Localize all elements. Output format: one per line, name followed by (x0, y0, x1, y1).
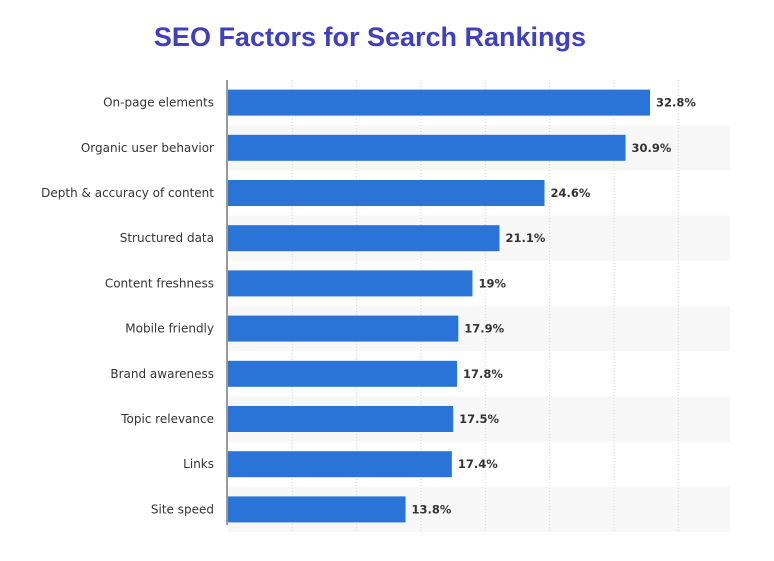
bar (228, 270, 473, 297)
category-labels: On-page elements Organic user behavior Dep… (41, 96, 214, 517)
category-label: Links (183, 457, 214, 471)
category-label: Topic relevance (120, 412, 214, 426)
category-label: Mobile friendly (125, 322, 214, 336)
bar (228, 180, 545, 206)
bar (228, 406, 454, 432)
bars (228, 89, 650, 523)
value-label: 17.5% (459, 412, 499, 426)
value-label: 13.8% (412, 502, 452, 516)
value-label: 24.6% (551, 186, 591, 200)
category-label: On-page elements (103, 96, 214, 110)
value-label: 21.1% (505, 231, 545, 245)
category-label: Organic user behavior (81, 141, 214, 155)
bar (228, 225, 500, 252)
bar (228, 360, 458, 387)
value-label: 32.8% (656, 96, 696, 110)
category-label: Site speed (151, 502, 214, 516)
value-label: 17.9% (464, 322, 504, 336)
bar (228, 496, 406, 523)
bar (228, 451, 452, 478)
chart-title: SEO Factors for Search Rankings (153, 22, 587, 52)
category-label: Content freshness (105, 276, 214, 290)
value-labels: 32.8% 30.9% 24.6% 21.1% 19% 17.9% 17.8% 17.5% 17… (412, 96, 697, 517)
value-label: 30.9% (632, 141, 672, 155)
category-label: Depth & accuracy of content (41, 186, 214, 200)
value-label: 19% (478, 276, 506, 290)
value-label: 17.4% (458, 457, 498, 471)
category-label: Structured data (120, 231, 214, 245)
category-label: Brand awareness (110, 367, 214, 381)
bar (228, 315, 459, 342)
bar (228, 89, 650, 116)
value-label: 17.8% (463, 367, 503, 381)
bar (228, 134, 626, 161)
